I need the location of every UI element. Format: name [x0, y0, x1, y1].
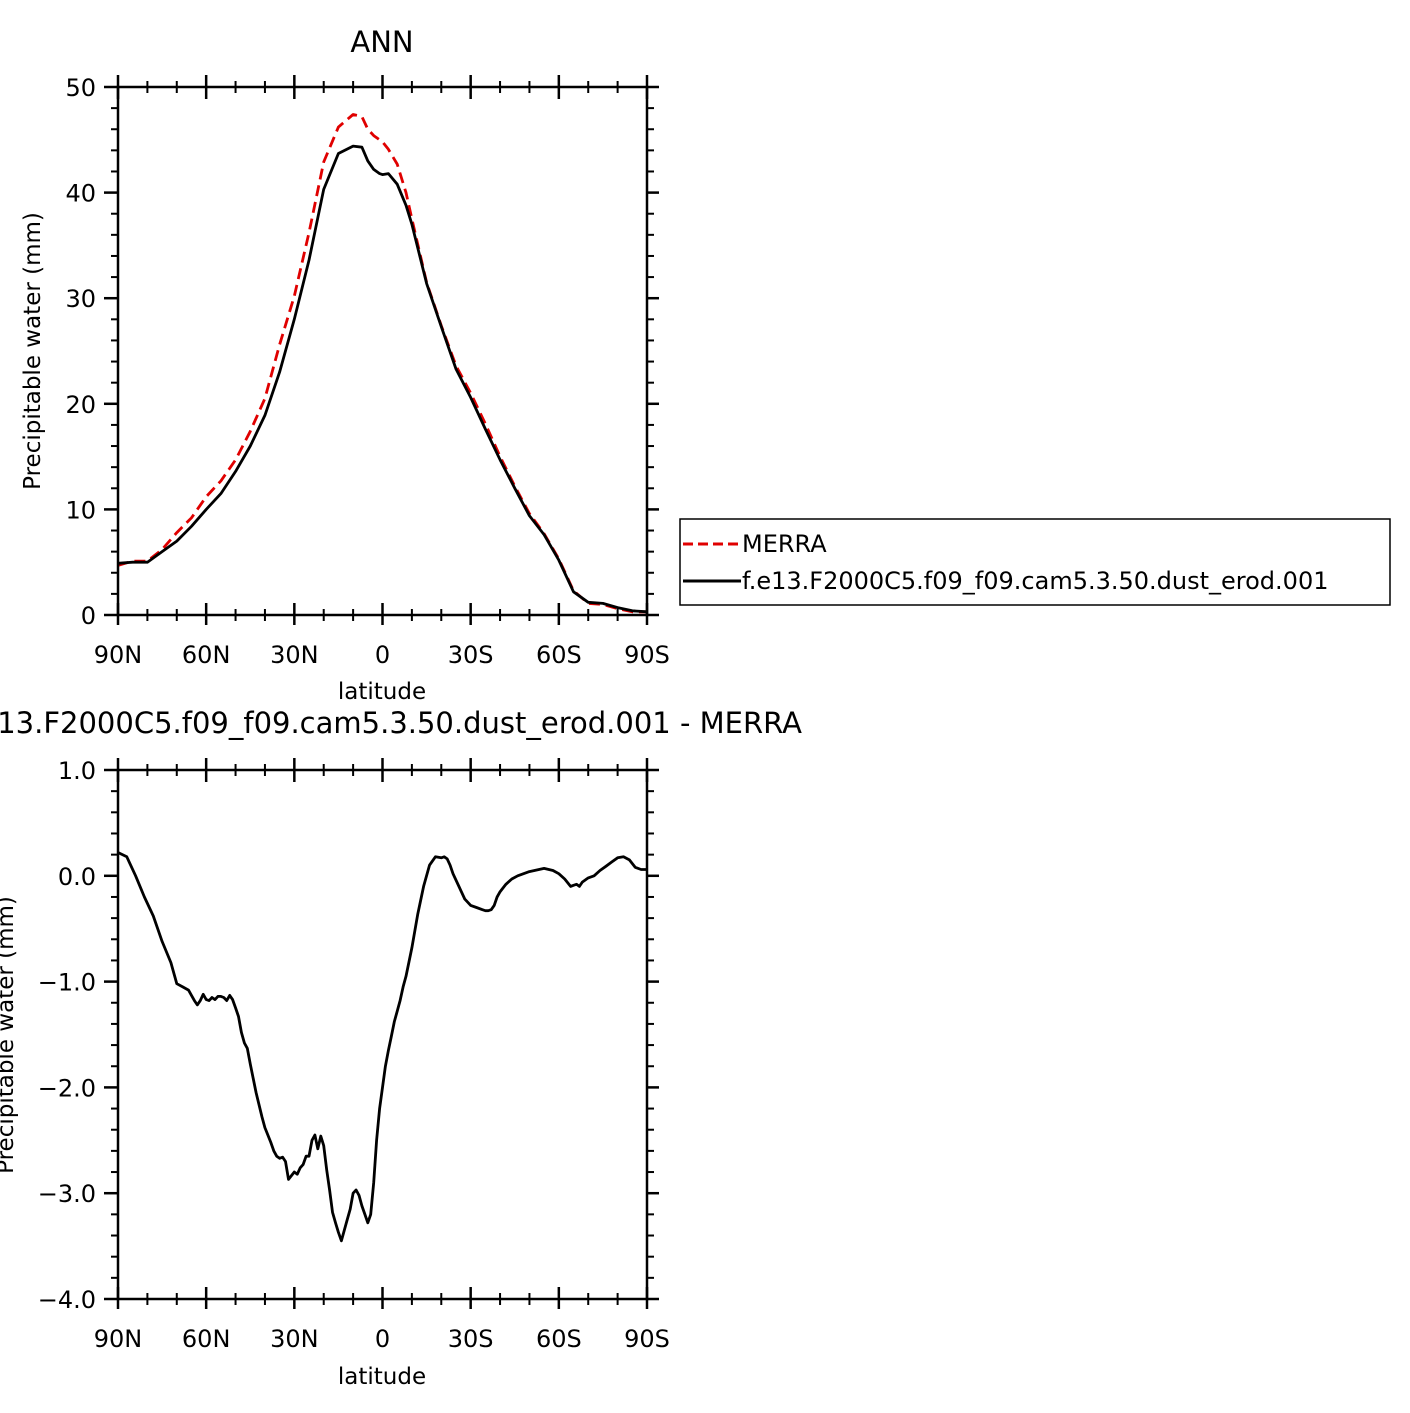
- bottom-plot-series-layer: [117, 851, 647, 1243]
- bottom-plot-x-tick-label: 90N: [94, 1325, 143, 1353]
- bottom-plot-ylabel: Precipitable water (mm): [0, 896, 19, 1174]
- legend-label-model: f.e13.F2000C5.f09_f09.cam5.3.50.dust_ero…: [742, 567, 1328, 595]
- top-plot-series-layer: [117, 113, 648, 614]
- bottom-plot-x-tick-label: 30N: [270, 1325, 319, 1353]
- top-plot-frame: [116, 85, 649, 617]
- bottom-plot-y-tick-label: −3.0: [38, 1180, 96, 1208]
- bottom-plot-y-tick-label: 0.0: [58, 863, 96, 891]
- top-plot-x-tick-label: 90S: [624, 641, 670, 669]
- top-plot-x-tick-label: 0: [375, 641, 390, 669]
- legend-box: [679, 518, 1391, 606]
- top-plot-y-tick-label: 20: [65, 391, 96, 419]
- legend-label-merra: MERRA: [742, 530, 827, 558]
- bottom-plot-y-tick-label: 1.0: [58, 757, 96, 785]
- bottom-plot-xlabel: latitude: [338, 1364, 426, 1390]
- bottom-plot-y-tick-label: −1.0: [38, 969, 96, 997]
- top-plot-xlabel: latitude: [338, 679, 426, 705]
- bottom-plot-axes: [104, 758, 659, 1309]
- top-plot-y-tick-label: 50: [65, 74, 96, 102]
- bottom-plot-x-tick-label: 30S: [448, 1325, 494, 1353]
- bottom-plot-x-tick-label: 60S: [536, 1325, 582, 1353]
- bottom-plot-y-tick-label: −4.0: [38, 1286, 96, 1314]
- top-plot-axes: [104, 75, 659, 625]
- top-plot-x-tick-label: 60S: [536, 641, 582, 669]
- top-plot-y-tick-label: 40: [65, 180, 96, 208]
- top-plot-title: ANN: [350, 25, 413, 59]
- bottom-plot-x-tick-label: 60N: [182, 1325, 231, 1353]
- top-plot-x-tick-label: 30N: [270, 641, 319, 669]
- bottom-plot-tick-labels: 90N 60N 30N 0 30S 60S 90S 1.0 0.0 −1.0 −2.0 −3.0 −4.…: [38, 757, 670, 1353]
- top-plot-x-tick-label: 30S: [448, 641, 494, 669]
- top-plot-series-line-0: [117, 113, 647, 614]
- top-plot-panel: ANN latitude Precipitable water (mm) 90N…: [20, 25, 670, 705]
- top-plot-tick-labels: 90N 60N 30N 0 30S 60S 90S 0 10 20 30 40 50: [65, 74, 669, 669]
- top-plot-y-tick-label: 10: [65, 496, 96, 524]
- bottom-plot-x-tick-label: 90S: [624, 1325, 670, 1353]
- bottom-plot-series-line-0: [117, 851, 647, 1243]
- top-plot-x-tick-label: 60N: [182, 641, 231, 669]
- top-plot-y-tick-label: 30: [65, 285, 96, 313]
- top-plot-y-tick-label: 0: [81, 602, 96, 630]
- top-plot-ylabel: Precipitable water (mm): [20, 212, 46, 490]
- bottom-plot-panel: f.e13.F2000C5.f09_f09.cam5.3.50.dust_ero…: [0, 706, 802, 1390]
- bottom-plot-x-tick-label: 0: [375, 1325, 390, 1353]
- bottom-plot-y-tick-label: −2.0: [38, 1074, 96, 1102]
- top-plot-x-tick-label: 90N: [94, 641, 143, 669]
- legend: MERRA f.e13.F2000C5.f09_f09.cam5.3.50.du…: [679, 518, 1391, 606]
- bottom-plot-title: f.e13.F2000C5.f09_f09.cam5.3.50.dust_ero…: [0, 706, 802, 740]
- bottom-plot-frame: [116, 768, 649, 1301]
- top-plot-series-line-1: [117, 144, 648, 614]
